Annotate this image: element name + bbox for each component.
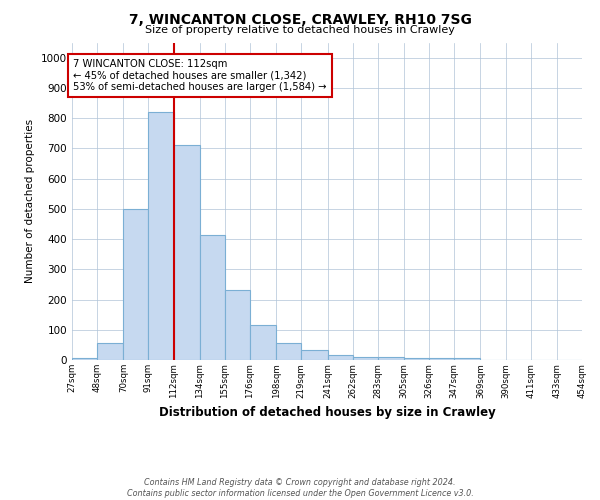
- Bar: [353, 357, 378, 360]
- Bar: [378, 357, 404, 360]
- Text: 7, WINCANTON CLOSE, CRAWLEY, RH10 7SG: 7, WINCANTON CLOSE, CRAWLEY, RH10 7SG: [128, 12, 472, 26]
- Y-axis label: Number of detached properties: Number of detached properties: [25, 119, 35, 284]
- Bar: [328, 356, 353, 360]
- Bar: [148, 112, 173, 360]
- Text: 7 WINCANTON CLOSE: 112sqm
← 45% of detached houses are smaller (1,342)
53% of se: 7 WINCANTON CLOSE: 112sqm ← 45% of detac…: [73, 59, 326, 92]
- Text: Contains HM Land Registry data © Crown copyright and database right 2024.
Contai: Contains HM Land Registry data © Crown c…: [127, 478, 473, 498]
- Bar: [97, 343, 124, 360]
- Text: Size of property relative to detached houses in Crawley: Size of property relative to detached ho…: [145, 25, 455, 35]
- Bar: [276, 344, 301, 360]
- Bar: [200, 234, 225, 360]
- X-axis label: Distribution of detached houses by size in Crawley: Distribution of detached houses by size …: [158, 406, 496, 419]
- Bar: [72, 358, 97, 360]
- Bar: [173, 146, 200, 360]
- Bar: [454, 358, 481, 360]
- Bar: [225, 290, 250, 360]
- Bar: [124, 209, 148, 360]
- Bar: [250, 325, 276, 360]
- Bar: [301, 350, 328, 360]
- Bar: [404, 358, 429, 360]
- Bar: [429, 358, 454, 360]
